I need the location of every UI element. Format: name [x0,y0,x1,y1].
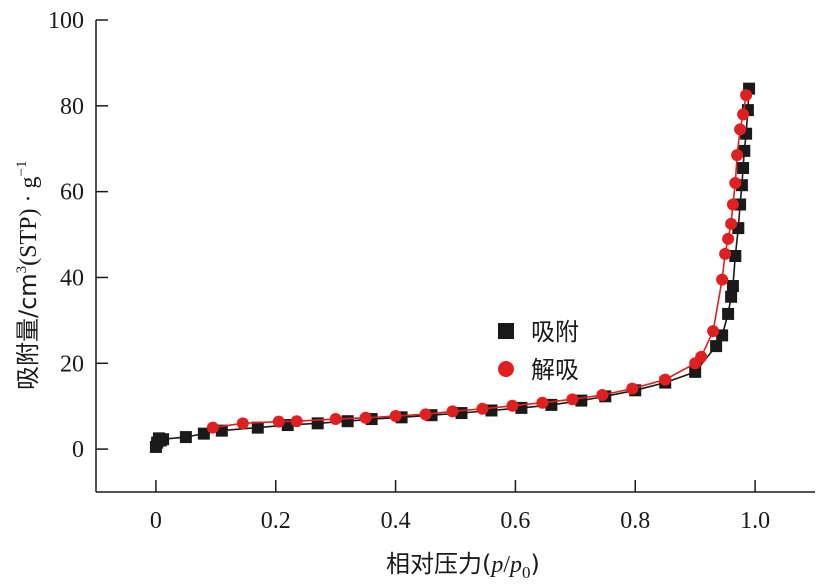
x-tick-label: 1.0 [740,508,770,534]
data-point-desorption [722,232,735,245]
y-axis-title-sup3: 3 [14,266,30,274]
data-point-desorption [536,396,549,409]
y-axis-title-sup-neg1: −1 [14,161,30,177]
data-point-adsorption [251,421,264,434]
x-axis-title-slash: / [503,552,510,578]
data-point-adsorption [737,162,750,175]
data-point-desorption [719,247,732,260]
y-tick-label: 60 [60,180,84,206]
data-point-adsorption [726,280,739,293]
x-axis-title-p0: p [508,552,522,578]
x-tick-label: 0.4 [381,508,411,534]
y-axis-title: 吸附量/cm3(STP) · g−1 [14,161,42,390]
data-point-desorption [734,123,747,136]
x-axis-title-sub0: 0 [522,563,531,582]
data-point-desorption [566,393,579,406]
data-point-desorption [716,273,729,286]
data-point-desorption [707,325,720,338]
data-point-adsorption [341,415,354,428]
legend-marker-desorption [498,361,514,377]
data-point-adsorption [157,433,170,446]
x-tick-label: 0 [150,508,162,534]
data-point-desorption [596,389,609,402]
x-axis-title-p: p [489,552,503,578]
plot-frame [95,20,815,493]
y-tick-label: 20 [60,351,84,377]
data-point-desorption [725,217,738,230]
x-tick-label: 0.2 [261,508,291,534]
x-axis-title: 相对压力(p/p0) [386,550,540,582]
y-axis-title-stp: (STP) · g [16,176,42,265]
y-axis-title-main: 吸附量/cm [14,273,42,390]
data-point-desorption [729,177,742,190]
data-point-desorption [726,198,739,211]
data-point-desorption [359,411,372,424]
data-point-desorption [290,415,303,428]
y-tick-label: 0 [72,437,84,463]
legend: 吸附 解吸 [498,318,579,384]
x-axis-title-close: ) [531,550,540,578]
y-tick-label: 100 [48,8,84,34]
y-tick-label: 40 [60,265,84,291]
data-point-adsorption [729,250,742,262]
legend-marker-adsorption [498,323,514,339]
data-point-desorption [695,350,708,363]
data-point-desorption [737,108,750,121]
data-point-desorption [329,413,342,426]
data-point-desorption [389,410,402,423]
data-point-desorption [419,408,432,421]
data-point-adsorption [725,290,738,303]
data-point-adsorption [197,427,210,440]
data-point-adsorption [689,365,702,378]
x-tick-label: 0.8 [620,508,650,534]
legend-label-desorption: 解吸 [531,356,579,384]
data-point-adsorption [710,340,723,353]
data-point-desorption [272,415,285,428]
data-point-desorption [740,89,753,102]
data-point-desorption [506,399,519,412]
data-point-desorption [206,421,219,434]
data-point-adsorption [179,431,192,444]
x-axis-title-main: 相对压力( [386,550,491,578]
data-point-desorption [659,373,672,386]
y-tick-label: 80 [60,94,84,120]
x-tick-label: 0.6 [500,508,530,534]
data-point-desorption [626,382,639,395]
data-point-adsorption [716,329,729,342]
data-point-adsorption [722,307,735,320]
data-point-desorption [476,402,489,415]
data-point-desorption [446,405,459,418]
series [149,82,756,453]
data-point-desorption [731,149,744,162]
x-ticks: 0 0.2 0.4 0.6 0.8 1.0 [150,480,770,534]
y-ticks: 0 20 40 60 80 100 [48,8,108,463]
legend-label-adsorption: 吸附 [531,318,579,346]
data-point-desorption [236,417,249,430]
series-line-adsorption [155,88,750,448]
